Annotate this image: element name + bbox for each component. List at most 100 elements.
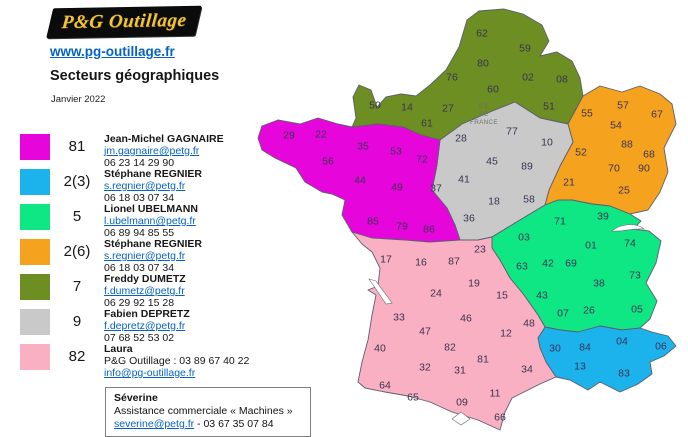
- ile-de-france-label: FRANCE: [470, 119, 498, 126]
- legend-info: Fabien DEPRETZ f.depretz@petg.fr 07 68 52 …: [104, 308, 260, 344]
- department-label: 53: [390, 146, 402, 158]
- legend-count: 5: [72, 208, 82, 225]
- department-label: 58: [523, 194, 535, 206]
- department-label: 67: [651, 109, 663, 121]
- legend-color-swatch: [20, 169, 50, 195]
- department-label: 71: [554, 216, 566, 228]
- department-label: 68: [643, 149, 655, 161]
- department-label: 45: [486, 156, 498, 168]
- legend-email-link[interactable]: s.regnier@petg.fr: [104, 250, 186, 262]
- legend-phone: 07 68 52 53 02: [104, 332, 175, 344]
- legend-phone: 06 29 92 15 28: [104, 297, 175, 309]
- water-feature: [611, 224, 645, 232]
- legend-row: 9 Fabien DEPRETZ f.depretz@petg.fr 07 68 52…: [20, 308, 260, 344]
- legend-rep-name: Freddy DUMETZ: [104, 273, 186, 285]
- legend-info: Freddy DUMETZ f.dumetz@petg.fr 06 29 92 15…: [104, 273, 260, 309]
- department-label: 33: [393, 312, 405, 324]
- legend-rep-name: Fabien DEPRETZ: [104, 308, 190, 320]
- legend-color-swatch: [20, 204, 50, 230]
- website-link[interactable]: www.pg-outillage.fr: [50, 44, 175, 59]
- legend-email-link[interactable]: f.dumetz@petg.fr: [104, 285, 185, 297]
- water-feature: [451, 411, 471, 426]
- legend-info: Stéphane REGNIER s.regnier@petg.fr 06 18 0…: [104, 238, 260, 274]
- legend-phone: 06 23 14 29 90: [104, 157, 175, 169]
- department-label: 41: [458, 174, 470, 186]
- legend: 81 Jean-Michel GAGNAIRE jm.gagnaire@petg.f…: [20, 133, 260, 379]
- department-label: 54: [610, 120, 622, 132]
- legend-count: 7: [72, 278, 82, 295]
- legend-email-link[interactable]: s.regnier@petg.fr: [104, 180, 186, 192]
- department-label: 79: [396, 221, 408, 233]
- legend-color-swatch: [20, 274, 50, 300]
- department-label: 31: [454, 365, 466, 377]
- legend-phone: 06 18 03 07 34: [104, 262, 175, 274]
- legend-phone: 06 18 03 07 34: [104, 192, 175, 204]
- department-label: 34: [521, 364, 533, 376]
- legend-rep-name: Jean-Michel GAGNAIRE: [104, 133, 224, 145]
- department-label: 85: [367, 216, 379, 228]
- department-label: 29: [283, 130, 295, 142]
- legend-count: 2(3): [63, 173, 91, 190]
- company-logo-text: P&G Outillage: [60, 9, 188, 34]
- department-label: 18: [488, 196, 500, 208]
- date-label: Janvier 2022: [51, 94, 106, 105]
- legend-rep-name: Stéphane REGNIER: [104, 238, 203, 250]
- department-label: 50: [369, 100, 381, 112]
- legend-color-swatch: [20, 344, 50, 370]
- legend-email-link[interactable]: info@pg-outillage.fr: [104, 367, 196, 379]
- department-label: 70: [608, 163, 620, 175]
- department-label: 82: [444, 342, 456, 354]
- assistance-separator: -: [197, 418, 201, 430]
- department-label: 01: [585, 240, 597, 252]
- department-label: 10: [541, 137, 553, 149]
- legend-count: 2(6): [63, 243, 91, 260]
- legend-count: 81: [68, 138, 86, 155]
- department-label: 30: [549, 343, 561, 355]
- department-label: 47: [419, 326, 431, 338]
- department-label: 57: [617, 100, 629, 112]
- department-label: 44: [354, 175, 366, 187]
- department-label: 13: [574, 361, 586, 373]
- department-label: 46: [460, 313, 472, 325]
- department-label: 15: [496, 290, 508, 302]
- department-label: 59: [519, 43, 531, 55]
- legend-row: 2(6) Stéphane REGNIER s.regnier@petg.fr 06 …: [20, 238, 260, 274]
- department-label: 39: [597, 211, 609, 223]
- department-label: 21: [563, 177, 575, 189]
- assistance-contact: severine@petg.fr - 03 67 35 07 84: [114, 418, 302, 431]
- department-label: 28: [455, 133, 467, 145]
- assistance-email-link[interactable]: severine@petg.fr: [114, 418, 195, 430]
- department-label: 11: [490, 388, 501, 400]
- department-label: 55: [581, 108, 593, 120]
- department-label: 89: [521, 161, 533, 173]
- department-label: 66: [494, 412, 506, 424]
- legend-count: 9: [72, 313, 82, 330]
- department-label: 90: [638, 163, 650, 175]
- sector-region-cyan: [537, 325, 677, 393]
- department-label: 69: [565, 258, 577, 270]
- legend-info: Laura P&G Outillage : 03 89 67 40 22 info@…: [104, 343, 260, 379]
- legend-email-link[interactable]: l.ubelmann@petg.fr: [104, 215, 196, 227]
- department-label: 56: [322, 156, 334, 168]
- department-label: 51: [543, 101, 555, 113]
- sector-region-pink: [351, 231, 557, 431]
- legend-color-swatch: [20, 134, 50, 160]
- legend-email-link[interactable]: jm.gagnaire@petg.fr: [104, 145, 200, 157]
- department-label: 19: [468, 278, 480, 290]
- department-label: 60: [487, 84, 499, 96]
- legend-color-swatch: [20, 309, 50, 335]
- department-label: 80: [477, 58, 489, 70]
- assistance-phone: 03 67 35 07 84: [203, 418, 274, 430]
- department-label: 24: [430, 288, 442, 300]
- legend-phone: P&G Outillage : 03 89 67 40 22: [104, 355, 250, 367]
- department-label: 52: [575, 147, 587, 159]
- department-label: 86: [423, 224, 435, 236]
- legend-row: 2(3) Stéphane REGNIER s.regnier@petg.fr 06 …: [20, 168, 260, 204]
- department-label: 09: [456, 397, 468, 409]
- department-label: 48: [523, 318, 535, 330]
- legend-email-link[interactable]: f.depretz@petg.fr: [104, 320, 186, 332]
- department-label: 14: [401, 102, 413, 114]
- department-label: 22: [315, 129, 327, 141]
- legend-info: Lionel UBELMANN l.ubelmann@petg.fr 06 89 9…: [104, 203, 260, 239]
- water-feature: [368, 278, 393, 305]
